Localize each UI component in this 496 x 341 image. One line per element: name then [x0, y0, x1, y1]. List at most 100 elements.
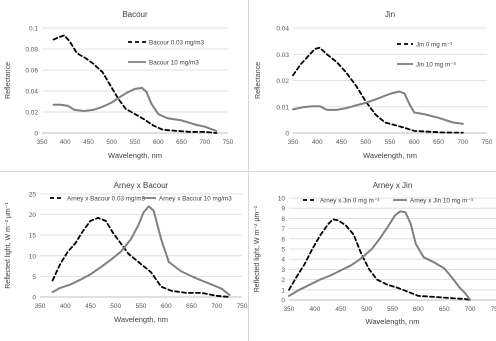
chart-svg: 0 0.02 0.04 0.06 0.08 0.1 350 400 450 500 550 600 65…: [5, 10, 234, 160]
y-tick-label: 0.02: [276, 78, 289, 85]
y-tick-label: 9: [281, 206, 285, 213]
x-tick-label: 350: [288, 139, 299, 146]
chart-title: Arney x Jin: [373, 181, 413, 190]
y-axis-label: Reflected light, W m⁻² μm⁻¹: [5, 202, 12, 289]
chart-svg: 0 5 10 15 20 25 350 400 450 500 550 600 650 700 750 Arn…: [5, 181, 248, 324]
series-line-solid: [51, 205, 231, 296]
y-tick-label: 20: [29, 212, 37, 219]
y-tick-label: 0.04: [25, 89, 38, 96]
y-tick-label: 4: [281, 257, 285, 264]
x-tick-label: 450: [335, 306, 346, 313]
x-axis-label: Wavelength, nm: [108, 151, 162, 160]
series-line-dashed: [52, 34, 218, 134]
x-tick-label: 550: [385, 139, 396, 146]
x-tick-label: 750: [237, 303, 248, 310]
y-tick-label: 0.06: [25, 68, 38, 75]
y-tick-label: 5: [32, 274, 36, 281]
legend-label: Jin 0 mg m⁻³: [416, 42, 452, 49]
y-axis-label: Reflectance: [255, 62, 262, 99]
horizontal-divider-right: [249, 171, 496, 172]
y-tick-label: 0.1: [29, 26, 38, 33]
legend-label: Bacour 0.03 mg/m3: [149, 40, 204, 47]
legend-label: Arney x Bacour 0.03 mg/m3: [67, 196, 146, 203]
series-line-solid: [292, 90, 464, 125]
x-tick-label: 500: [361, 306, 372, 313]
series-line-dashed: [51, 217, 231, 298]
y-tick-label: 8: [281, 216, 285, 223]
y-tick-label: 0.04: [276, 26, 289, 33]
chart-arney-x-bacour: 0 5 10 15 20 25 350 400 450 500 550 600 650 700 750 Arn…: [0, 172, 248, 341]
legend-label: Jin 10 mg m⁻³: [416, 62, 456, 69]
y-axis-label: Reflectance: [5, 62, 12, 99]
y-tick-label: 6: [281, 236, 285, 243]
chart-arney-x-jin: 0 1 2 3 4 5 6 7 8 9 10 350 400 450 500 550 600 650 700 750 A…: [249, 172, 496, 341]
x-tick-label: 400: [60, 139, 71, 146]
x-tick-label: 650: [439, 306, 450, 313]
x-tick-label: 700: [457, 139, 468, 146]
x-tick-label: 400: [60, 303, 71, 310]
legend-label: Arney x Jin 0 mg m⁻³: [320, 198, 379, 205]
x-tick-label: 400: [312, 139, 323, 146]
x-tick-label: 400: [309, 306, 320, 313]
x-tick-label: 700: [465, 306, 476, 313]
y-tick-label: 2: [281, 277, 285, 284]
x-axis-label: Wavelength, nm: [114, 315, 168, 324]
series-line-solid: [288, 210, 472, 301]
y-tick-label: 0: [34, 131, 38, 138]
series-line-solid: [52, 86, 218, 132]
x-axis-label: Wavelength, nm: [366, 317, 420, 326]
x-tick-label: 550: [130, 139, 141, 146]
x-tick-label: 350: [35, 303, 46, 310]
y-tick-label: 15: [29, 233, 37, 240]
x-tick-label: 450: [85, 303, 96, 310]
x-tick-label: 600: [409, 139, 420, 146]
x-tick-label: 750: [482, 139, 493, 146]
x-tick-label: 450: [336, 139, 347, 146]
x-tick-label: 700: [199, 139, 210, 146]
y-tick-label: 10: [278, 196, 286, 203]
x-tick-label: 550: [387, 306, 398, 313]
y-tick-label: 0.02: [25, 110, 38, 117]
y-tick-label: 10: [29, 253, 37, 260]
x-axis-label: Wavelength, nm: [363, 151, 417, 160]
legend-label: Arney x Jin 10 mg m⁻³: [410, 198, 473, 205]
chart-svg: 0 1 2 3 4 5 6 7 8 9 10 350 400 450 500 550 600 650 700 750 A…: [254, 181, 496, 326]
chart-title: Arney x Bacour: [114, 181, 169, 190]
y-tick-label: 0: [285, 131, 289, 138]
y-tick-label: 5: [281, 247, 285, 254]
x-tick-label: 650: [176, 139, 187, 146]
y-tick-label: 7: [281, 226, 285, 233]
x-tick-label: 750: [223, 139, 234, 146]
x-tick-label: 700: [211, 303, 222, 310]
x-tick-label: 350: [37, 139, 48, 146]
x-tick-label: 750: [491, 306, 496, 313]
y-tick-label: 25: [29, 192, 37, 199]
y-tick-label: 0.03: [276, 52, 289, 59]
y-tick-label: 0.08: [25, 47, 38, 54]
vertical-divider: [248, 0, 249, 341]
y-tick-label: 3: [281, 267, 285, 274]
legend-label: Bacour 10 mg/m3: [149, 60, 199, 67]
x-tick-label: 550: [136, 303, 147, 310]
x-tick-label: 600: [161, 303, 172, 310]
x-tick-label: 500: [110, 303, 121, 310]
x-tick-label: 500: [106, 139, 117, 146]
series-line-dashed: [288, 218, 472, 301]
y-axis-label: Reflected light, W m⁻² μm⁻¹: [254, 205, 261, 292]
x-tick-label: 650: [186, 303, 197, 310]
chart-bacour: 0 0.02 0.04 0.06 0.08 0.1 350 400 450 500 550 600 65…: [0, 0, 248, 170]
x-tick-label: 650: [433, 139, 444, 146]
x-tick-label: 600: [413, 306, 424, 313]
chart-jin: 0 0.01 0.02 0.03 0.04 350 400 450 500 550 600 650 70…: [249, 0, 496, 170]
chart-svg: 0 0.01 0.02 0.03 0.04 350 400 450 500 550 600 650 70…: [255, 10, 493, 160]
series-line-dashed: [292, 46, 464, 134]
x-tick-label: 350: [284, 306, 295, 313]
y-tick-label: 0: [32, 295, 36, 302]
x-tick-label: 500: [360, 139, 371, 146]
chart-title: Bacour: [122, 10, 148, 19]
y-tick-label: 1: [281, 287, 285, 294]
x-tick-label: 600: [153, 139, 164, 146]
y-tick-label: 0: [281, 298, 285, 305]
y-tick-label: 0.01: [276, 104, 289, 111]
horizontal-divider-left: [0, 171, 248, 172]
